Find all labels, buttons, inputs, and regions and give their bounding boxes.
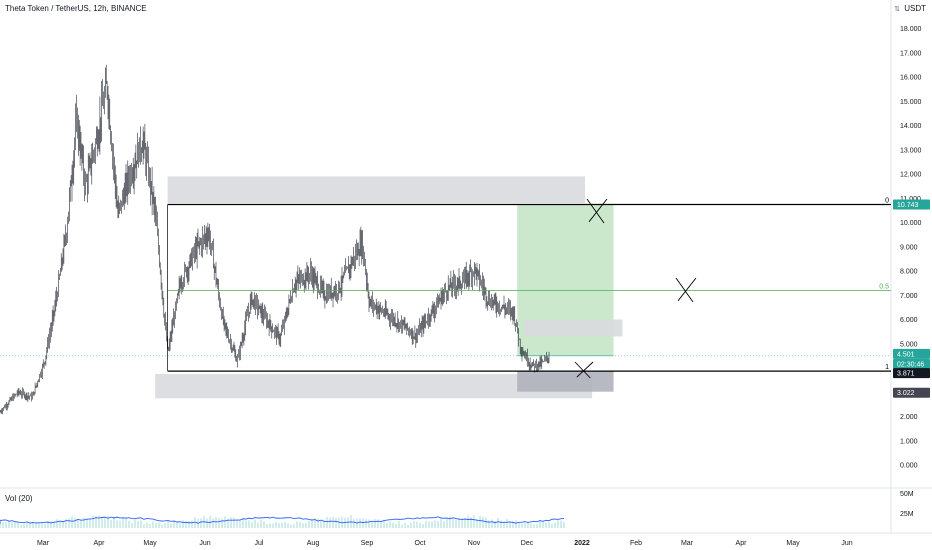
time-tick-label: May — [786, 540, 800, 547]
time-tick-label: Jun — [199, 540, 210, 547]
fib-level-label: 0 — [885, 197, 889, 204]
price-tick-label: 5.000 — [900, 341, 918, 348]
price-tick-label: 0.000 — [900, 463, 918, 470]
price-tag-bg — [893, 387, 930, 398]
time-tick-label: Nov — [468, 540, 481, 547]
cross-mark-stroke — [588, 198, 608, 223]
time-tick-label: May — [143, 540, 157, 547]
scale-settings-icon[interactable]: ⇅ — [894, 6, 900, 13]
fib-retracement[interactable]: 00.51 — [167, 197, 891, 372]
price-tag-text: 3.022 — [897, 390, 915, 397]
cross-marks[interactable] — [574, 198, 697, 379]
volume-series — [0, 515, 565, 528]
time-tick-label: Oct — [415, 540, 426, 547]
volume-axis[interactable]: 50M 25M — [900, 491, 914, 518]
price-tick-label: 10.000 — [900, 220, 922, 227]
price-tick-label: 14.000 — [900, 123, 922, 130]
price-tick-label: 18.000 — [900, 26, 922, 33]
time-tick-label: Feb — [630, 540, 642, 547]
price-tags: 10.743 4.501 02:30:46 3.871 3.022 — [0, 199, 930, 398]
price-tag-text: 3.871 — [897, 371, 915, 378]
currency-selector[interactable]: ⇅ USDT — [894, 4, 926, 13]
price-tick-label: 15.000 — [900, 99, 922, 106]
price-tag-bg — [893, 199, 930, 210]
time-tick-label: Mar — [681, 540, 694, 547]
price-tag-text: 10.743 — [897, 202, 919, 209]
zone-long_stop — [517, 371, 614, 392]
time-tick-label: Apr — [94, 540, 106, 547]
price-tag-text: 02:30:46 — [897, 361, 924, 368]
volume-ma-line — [0, 516, 565, 524]
time-tick-label: 2022 — [574, 540, 590, 547]
zone-resistance — [524, 319, 623, 337]
symbol-title[interactable]: Theta Token / TetherUS, 12h, BINANCE — [5, 4, 147, 13]
price-tick-label: 12.000 — [900, 172, 922, 179]
time-tick-label: Sep — [361, 540, 374, 547]
price-tick-label: 2.000 — [900, 414, 918, 421]
currency-label: USDT — [904, 4, 926, 13]
price-tick-label: 11.000 — [900, 196, 921, 203]
cross-mark-stroke — [677, 277, 697, 302]
time-tick-label: Jul — [255, 540, 264, 547]
time-tick-label: Jun — [841, 540, 852, 547]
cross-mark-stroke — [574, 361, 591, 379]
price-axis[interactable]: 18.000 17.000 16.000 15.000 14.000 13.000 12.0… — [900, 26, 922, 470]
volume-indicator-label[interactable]: Vol (20) — [5, 494, 33, 503]
price-tick-label: 16.000 — [900, 75, 922, 82]
price-tick-label: 8.000 — [900, 269, 918, 276]
cross-mark-stroke — [576, 361, 594, 378]
fib-level-label: 1 — [885, 364, 889, 371]
price-tag-bg — [893, 358, 930, 369]
time-tick-label: Aug — [307, 540, 320, 547]
time-tick-label: Apr — [736, 540, 748, 547]
time-tick-label: Mar — [37, 540, 50, 547]
cross-mark-stroke — [586, 198, 605, 224]
price-tick-label: 13.000 — [900, 147, 922, 154]
volume-tick-label: 50M — [900, 491, 914, 498]
price-tick-label: 7.000 — [900, 293, 918, 300]
price-tick-label: 1.000 — [900, 438, 918, 445]
cross-mark-stroke — [675, 277, 694, 303]
price-tick-label: 17.000 — [900, 50, 922, 57]
time-axis[interactable]: Mar Apr May Jun Jul Aug Sep Oct Nov Dec 2022 Feb Mar… — [37, 540, 853, 547]
price-tick-label: 6.000 — [900, 317, 918, 324]
price-tag-text: 4.501 — [897, 351, 915, 358]
price-tag-bg — [893, 348, 930, 359]
drawing-zones[interactable] — [155, 176, 623, 399]
candlestick-series — [0, 64, 550, 415]
price-tick-label: 9.000 — [900, 244, 918, 251]
time-tick-label: Dec — [521, 540, 534, 547]
price-tag-bg — [893, 368, 930, 379]
fib-level-label: 0.5 — [879, 283, 889, 290]
zone-supply — [167, 176, 586, 204]
volume-tick-label: 25M — [900, 511, 914, 518]
